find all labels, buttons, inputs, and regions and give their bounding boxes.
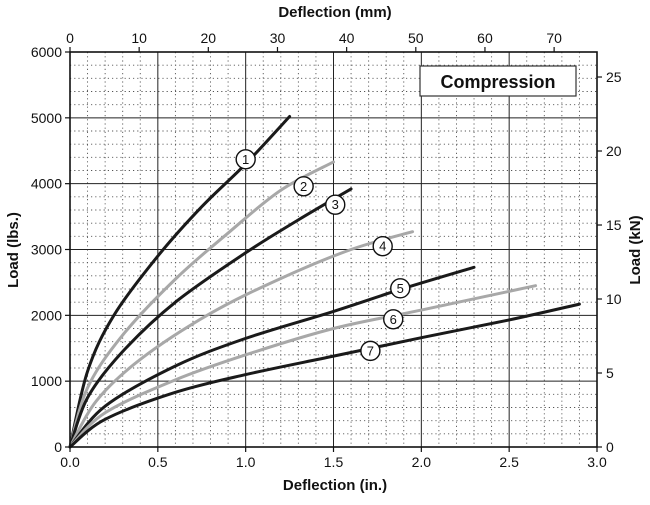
curve-label-7: 7: [360, 340, 381, 362]
axis-ticks: 0.0 0.5 1.0 1.5 2.0 2.5 3.00100020003000400050…: [31, 30, 622, 470]
x-tick-label: 3.0: [587, 454, 607, 470]
x-axis-title: Deflection (in.): [283, 477, 387, 494]
x2-axis-title: Deflection (mm): [278, 4, 391, 21]
y-axis-title: Load (lbs.): [5, 212, 22, 288]
x-tick-label: 1.5: [324, 454, 344, 470]
x2-tick-label: 60: [477, 30, 493, 46]
y-tick-label: 3000: [31, 242, 62, 258]
y-tick-label: 2000: [31, 307, 62, 323]
legend-box: Compression: [419, 65, 577, 97]
curve-label-circle: [372, 236, 393, 257]
curve-label-3: 3: [325, 194, 346, 215]
y2-tick-label: 10: [606, 291, 622, 307]
curve-label-circle: [235, 149, 256, 170]
y2-tick-label: 5: [606, 365, 614, 381]
curve-label-number: 3: [332, 197, 339, 212]
y-tick-label: 5000: [31, 110, 62, 126]
x2-tick-label: 10: [131, 30, 147, 46]
curve-label-5: 5: [390, 278, 411, 299]
curve-label-1: 1: [235, 149, 256, 170]
x-tick-label: 0.0: [60, 454, 80, 470]
y2-tick-label: 20: [606, 143, 622, 159]
curve-label-number: 4: [379, 239, 386, 254]
curve-label-number: 2: [300, 179, 307, 194]
x-tick-label: 0.5: [148, 454, 168, 470]
legend-title: Compression: [440, 72, 555, 92]
x2-tick-label: 20: [201, 30, 217, 46]
x2-tick-label: 0: [66, 30, 74, 46]
curve-labels: 1 2 3 4 5 6 7: [235, 149, 411, 362]
x2-tick-label: 40: [339, 30, 355, 46]
curve-label-circle: [293, 176, 314, 197]
curve-label-circle: [390, 278, 411, 299]
y-tick-label: 6000: [31, 44, 62, 60]
curve-label-circle: [325, 194, 346, 215]
y2-tick-label: 0: [606, 439, 614, 455]
x-tick-label: 2.5: [499, 454, 519, 470]
curve-label-circle: [383, 309, 404, 330]
curve-label-number: 7: [367, 343, 374, 358]
curve-label-2: 2: [293, 176, 314, 197]
curve-label-circle: [360, 340, 381, 362]
y-tick-label: 4000: [31, 176, 62, 192]
x2-tick-label: 30: [270, 30, 286, 46]
series-line-2: [68, 160, 335, 449]
y2-tick-label: 25: [606, 69, 622, 85]
x-tick-label: 2.0: [412, 454, 432, 470]
legend-frame: [419, 65, 577, 97]
curve-label-number: 5: [397, 281, 404, 296]
x-tick-label: 1.0: [236, 454, 256, 470]
x2-tick-label: 50: [408, 30, 424, 46]
y2-tick-label: 15: [606, 217, 622, 233]
y-tick-label: 0: [54, 439, 62, 455]
curve-label-number: 1: [242, 152, 249, 167]
curve-label-number: 6: [390, 312, 397, 327]
curve-label-4: 4: [372, 236, 393, 257]
y-tick-label: 1000: [31, 373, 62, 389]
x2-tick-label: 70: [546, 30, 562, 46]
series-line-4: [68, 230, 415, 449]
y2-axis-title: Load (kN): [627, 215, 644, 284]
curve-label-6: 6: [383, 309, 404, 330]
series-line-6: [68, 284, 538, 449]
series-line-3: [68, 187, 353, 449]
series-line-7: [68, 302, 581, 449]
